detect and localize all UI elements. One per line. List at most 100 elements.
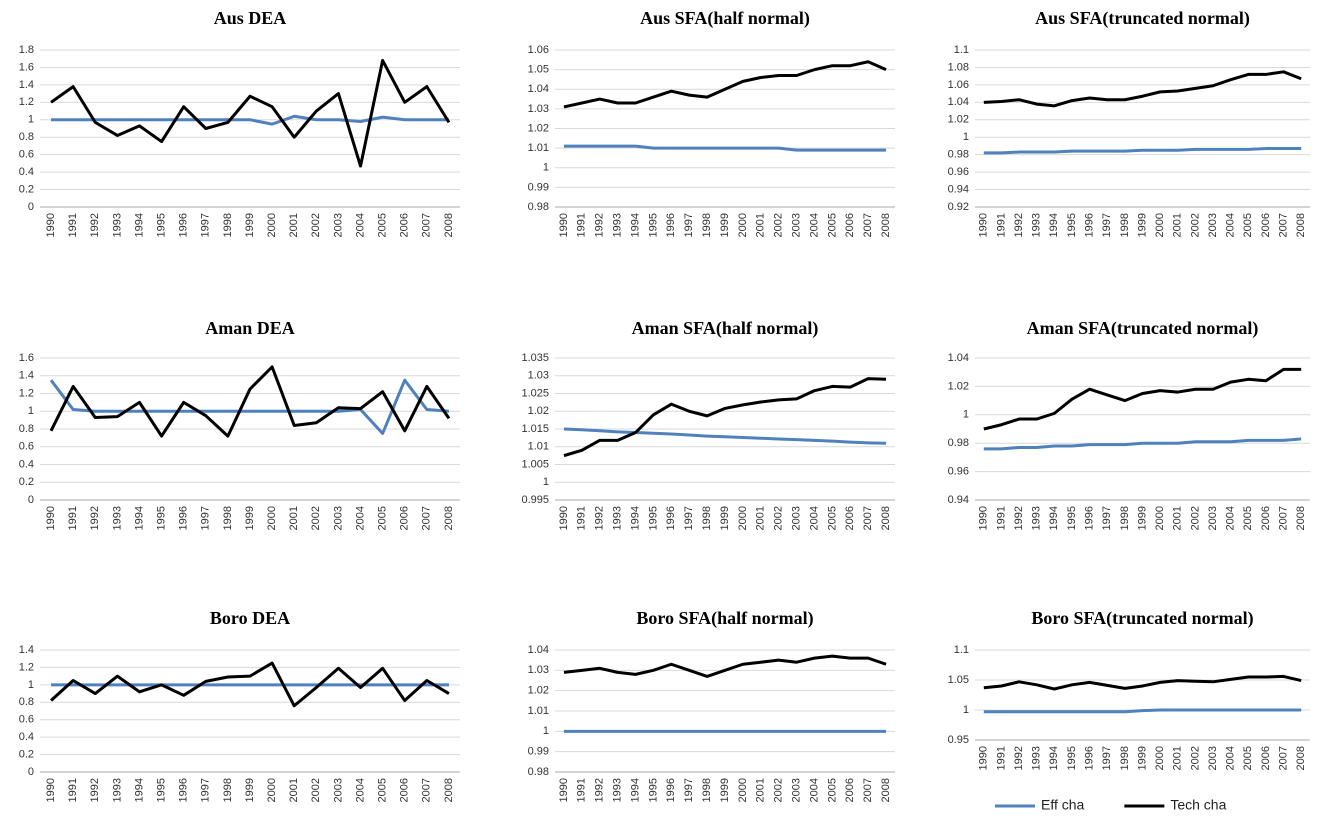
y-tick-label: 1 bbox=[543, 162, 549, 174]
x-tick-label: 2006 bbox=[1260, 506, 1272, 530]
x-tick-label: 1991 bbox=[995, 746, 1007, 770]
series-line bbox=[49, 365, 451, 438]
y-tick-label: 0.94 bbox=[948, 183, 969, 195]
x-tick-label: 1996 bbox=[178, 213, 190, 237]
y-tick-label: 0.4 bbox=[19, 166, 34, 178]
y-tick-label: 1.025 bbox=[521, 387, 549, 399]
x-tick-label: 1996 bbox=[665, 778, 677, 802]
y-tick-label: 1.4 bbox=[19, 370, 34, 382]
x-tick-label: 2004 bbox=[1225, 213, 1237, 237]
series-line bbox=[983, 437, 1302, 451]
x-tick-label: 2006 bbox=[844, 778, 856, 802]
x-tick-label: 2007 bbox=[862, 213, 874, 237]
x-tick-label: 2005 bbox=[377, 213, 389, 237]
series-line bbox=[50, 58, 451, 168]
x-tick-label: 1993 bbox=[111, 778, 123, 802]
x-tick-label: 1992 bbox=[1013, 213, 1025, 237]
x-tick-label: 1997 bbox=[1101, 746, 1113, 770]
x-tick-label: 1996 bbox=[1084, 746, 1096, 770]
y-tick-label: 1.03 bbox=[528, 370, 549, 382]
x-tick-label: 1990 bbox=[978, 746, 990, 770]
x-tick-label: 2003 bbox=[790, 506, 802, 530]
x-tick-label: 1997 bbox=[200, 506, 212, 530]
series-line bbox=[983, 70, 1302, 108]
x-tick-label: 1999 bbox=[1136, 506, 1148, 530]
x-tick-label: 2003 bbox=[790, 778, 802, 802]
chart-title: Aman DEA bbox=[205, 318, 295, 338]
y-tick-label: 0.96 bbox=[948, 466, 969, 478]
y-tick-label: 1.005 bbox=[521, 458, 549, 470]
y-tick-label: 1 bbox=[963, 131, 969, 143]
x-tick-label: 2002 bbox=[310, 778, 322, 802]
series-line bbox=[49, 378, 450, 435]
x-tick-label: 2006 bbox=[844, 506, 856, 530]
x-tick-label: 1991 bbox=[576, 213, 588, 237]
x-tick-label: 2002 bbox=[773, 506, 785, 530]
series-line bbox=[563, 60, 887, 109]
y-tick-label: 1.4 bbox=[19, 644, 34, 656]
x-tick-label: 1991 bbox=[995, 213, 1007, 237]
x-tick-label: 2000 bbox=[1154, 746, 1166, 770]
x-tick-label: 2005 bbox=[377, 506, 389, 530]
x-tick-label: 1994 bbox=[629, 213, 641, 237]
y-tick-label: 0.4 bbox=[19, 731, 34, 743]
x-tick-label: 1991 bbox=[67, 778, 79, 802]
y-tick-label: 0 bbox=[28, 766, 34, 778]
x-tick-label: 2002 bbox=[1189, 506, 1201, 530]
x-tick-label: 2004 bbox=[1225, 506, 1237, 530]
y-tick-label: 1.02 bbox=[528, 122, 549, 134]
x-tick-label: 2002 bbox=[773, 778, 785, 802]
x-tick-label: 1990 bbox=[978, 506, 990, 530]
y-tick-label: 1.8 bbox=[19, 44, 34, 56]
y-tick-label: 1.03 bbox=[528, 664, 549, 676]
x-tick-label: 2004 bbox=[354, 778, 366, 802]
x-tick-label: 1992 bbox=[89, 506, 101, 530]
x-tick-label: 1999 bbox=[244, 213, 256, 237]
x-tick-label: 1995 bbox=[155, 506, 167, 530]
x-tick-label: 2005 bbox=[1242, 746, 1254, 770]
x-tick-label: 2004 bbox=[354, 213, 366, 237]
x-tick-label: 1999 bbox=[719, 778, 731, 802]
y-tick-label: 0.8 bbox=[19, 131, 34, 143]
x-tick-label: 1995 bbox=[155, 778, 167, 802]
x-tick-label: 1998 bbox=[222, 778, 234, 802]
x-tick-label: 2000 bbox=[737, 778, 749, 802]
legend-label: Tech cha bbox=[1170, 797, 1226, 813]
x-tick-label: 1990 bbox=[558, 778, 570, 802]
x-tick-label: 1999 bbox=[244, 778, 256, 802]
x-tick-label: 2001 bbox=[755, 213, 767, 237]
y-tick-label: 1 bbox=[28, 679, 34, 691]
x-tick-label: 1993 bbox=[1031, 746, 1043, 770]
x-tick-label: 1990 bbox=[45, 778, 57, 802]
series-line bbox=[563, 377, 887, 458]
y-tick-label: 1.06 bbox=[528, 44, 549, 56]
x-tick-label: 1999 bbox=[244, 506, 256, 530]
x-tick-label: 1993 bbox=[1031, 506, 1043, 530]
x-tick-label: 2007 bbox=[421, 213, 433, 237]
series-line bbox=[983, 708, 1302, 714]
x-tick-label: 1998 bbox=[701, 506, 713, 530]
x-tick-label: 2006 bbox=[399, 213, 411, 237]
x-tick-label: 2001 bbox=[1172, 213, 1184, 237]
x-tick-label: 1993 bbox=[612, 778, 624, 802]
x-tick-label: 2000 bbox=[1154, 213, 1166, 237]
x-tick-label: 1990 bbox=[558, 213, 570, 237]
x-tick-label: 2001 bbox=[288, 506, 300, 530]
x-tick-label: 2001 bbox=[1172, 506, 1184, 530]
y-tick-label: 0.98 bbox=[948, 437, 969, 449]
x-tick-label: 1994 bbox=[133, 778, 145, 802]
x-tick-label: 1996 bbox=[178, 778, 190, 802]
x-tick-label: 1992 bbox=[594, 213, 606, 237]
y-tick-label: 1.015 bbox=[521, 423, 549, 435]
y-tick-label: 0.98 bbox=[948, 149, 969, 161]
chart-title: Aus SFA(half normal) bbox=[640, 8, 810, 29]
y-tick-label: 0.99 bbox=[528, 746, 549, 758]
x-tick-label: 1998 bbox=[222, 506, 234, 530]
y-tick-label: 1.1 bbox=[954, 44, 969, 56]
x-tick-label: 2002 bbox=[310, 506, 322, 530]
y-tick-label: 1.2 bbox=[19, 96, 34, 108]
x-tick-label: 1997 bbox=[1101, 506, 1113, 530]
x-tick-label: 2000 bbox=[737, 506, 749, 530]
x-tick-label: 2008 bbox=[880, 213, 892, 237]
x-tick-label: 2006 bbox=[1260, 213, 1272, 237]
